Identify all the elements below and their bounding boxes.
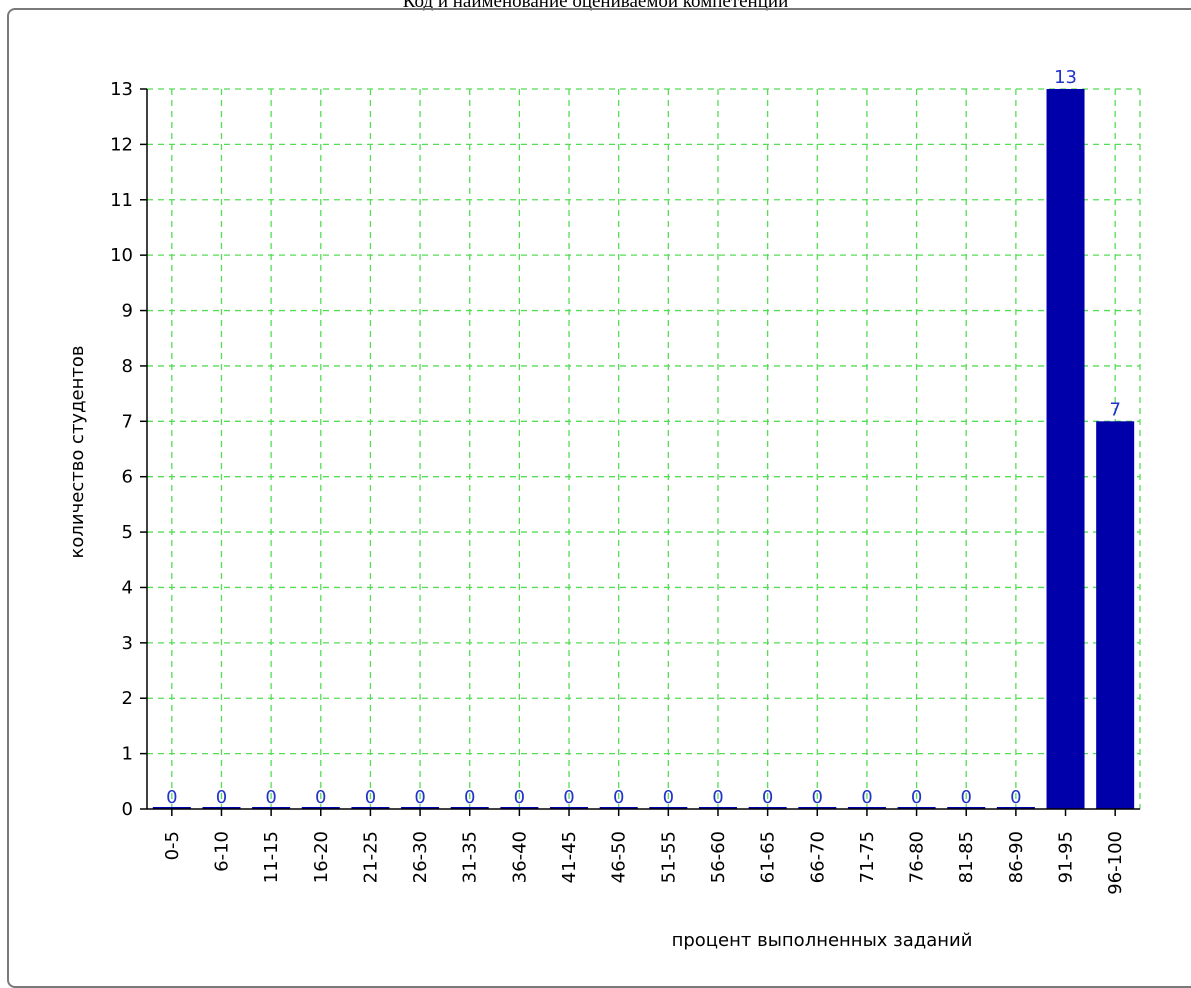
- x-tick-label: 61-65: [758, 831, 779, 883]
- y-tick-label: 6: [122, 467, 133, 488]
- bar-66-70: [798, 807, 837, 809]
- x-tick-label: 26-30: [410, 831, 431, 883]
- x-tick-label: 66-70: [807, 831, 828, 883]
- bar-value-label: 0: [911, 787, 922, 808]
- bar-21-25: [351, 807, 390, 809]
- bar-0-5: [152, 807, 191, 809]
- bar-value-label: 0: [712, 787, 723, 808]
- y-tick-label: 13: [110, 79, 133, 100]
- bar-value-label: 13: [1054, 67, 1077, 88]
- bar-36-40: [500, 807, 539, 809]
- x-tick-label: 76-80: [907, 831, 928, 883]
- bar-value-label: 0: [960, 787, 971, 808]
- bar-16-20: [301, 807, 340, 809]
- bar-6-10: [202, 807, 241, 809]
- bar-96-100: [1096, 421, 1135, 809]
- y-tick-label: 1: [122, 744, 133, 765]
- bar-value-label: 0: [861, 787, 872, 808]
- bar-value-label: 0: [762, 787, 773, 808]
- y-tick-label: 8: [122, 356, 133, 377]
- x-tick-label: 31-35: [460, 831, 481, 883]
- bar-71-75: [847, 807, 886, 809]
- x-tick-label: 6-10: [211, 831, 232, 872]
- labels: 0 0 0 0 0 0 0 0 0 0 0 0 0 0 0 0 0 01370123456789101112130…: [110, 67, 1126, 895]
- x-tick-label: 86-90: [1006, 831, 1027, 883]
- bar-61-65: [748, 807, 787, 809]
- bar-41-45: [550, 807, 589, 809]
- bar-value-label: 0: [1010, 787, 1021, 808]
- y-tick-label: 9: [122, 301, 133, 322]
- y-tick-label: 11: [110, 190, 133, 211]
- bar-11-15: [252, 807, 291, 809]
- bar-value-label: 0: [365, 787, 376, 808]
- x-tick-label: 96-100: [1105, 831, 1126, 895]
- x-tick-label: 46-50: [609, 831, 630, 883]
- x-tick-label: 16-20: [311, 831, 332, 883]
- bar-value-label: 0: [514, 787, 525, 808]
- bar-86-90: [996, 807, 1035, 809]
- y-tick-label: 4: [122, 577, 133, 598]
- bar-value-label: 0: [265, 787, 276, 808]
- bar-chart: 0 0 0 0 0 0 0 0 0 0 0 0 0 0 0 0 0 01370123456789101112130…: [67, 67, 1141, 951]
- bar-value-label: 0: [464, 787, 475, 808]
- bar-value-label: 0: [216, 787, 227, 808]
- bar-value-label: 0: [663, 787, 674, 808]
- y-tick-label: 2: [122, 688, 133, 709]
- y-tick-label: 3: [122, 633, 133, 654]
- bar-value-label: 7: [1109, 399, 1120, 420]
- grid-lines: [147, 88, 1141, 809]
- y-tick-label: 0: [122, 799, 133, 820]
- bar-76-80: [897, 807, 936, 809]
- y-tick-label: 7: [122, 411, 133, 432]
- bar-value-label: 0: [166, 787, 177, 808]
- x-tick-label: 41-45: [559, 831, 580, 883]
- x-axis-title: процент выполненных заданий: [672, 930, 973, 951]
- x-tick-label: 81-85: [956, 831, 977, 883]
- y-tick-label: 12: [110, 134, 133, 155]
- y-tick-label: 10: [110, 245, 133, 266]
- bar-value-label: 0: [812, 787, 823, 808]
- bar-46-50: [599, 807, 638, 809]
- bars: [152, 89, 1135, 809]
- bar-value-label: 0: [414, 787, 425, 808]
- bar-51-55: [649, 807, 688, 809]
- x-tick-label: 91-95: [1056, 831, 1077, 883]
- bar-91-95: [1046, 89, 1085, 809]
- bar-value-label: 0: [563, 787, 574, 808]
- x-tick-label: 56-60: [708, 831, 729, 883]
- y-axis-title: количество студентов: [67, 346, 88, 559]
- bar-81-85: [947, 807, 986, 809]
- x-tick-label: 21-25: [360, 831, 381, 883]
- x-tick-label: 36-40: [509, 831, 530, 883]
- y-tick-label: 5: [122, 522, 133, 543]
- bar-56-60: [698, 807, 737, 809]
- x-tick-label: 11-15: [261, 831, 282, 883]
- bar-value-label: 0: [315, 787, 326, 808]
- bar-26-30: [401, 807, 440, 809]
- bar-31-35: [450, 807, 489, 809]
- x-tick-label: 0-5: [162, 831, 183, 860]
- axes: [140, 88, 1140, 816]
- bar-value-label: 0: [613, 787, 624, 808]
- x-tick-label: 71-75: [857, 831, 878, 883]
- x-tick-label: 51-55: [658, 831, 679, 883]
